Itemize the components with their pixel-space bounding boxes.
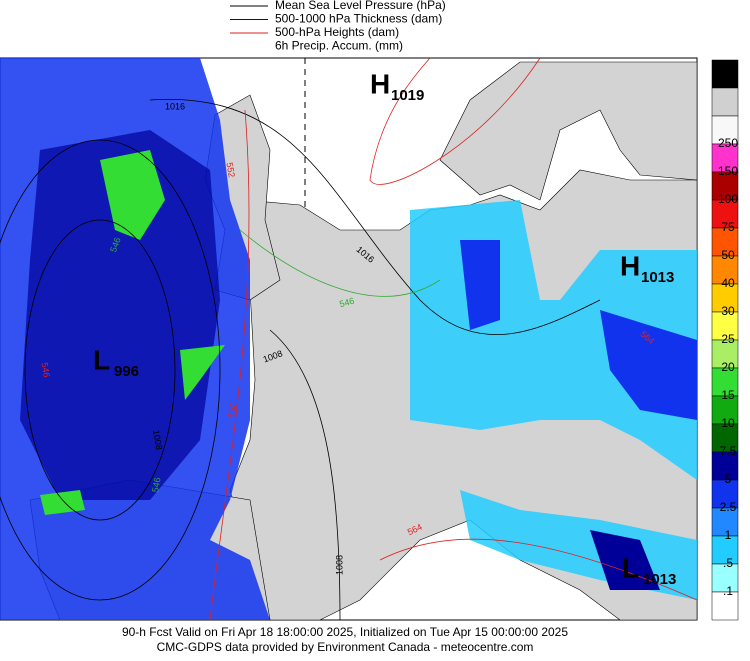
contour-label: 546	[150, 477, 162, 494]
isobar	[269, 329, 341, 621]
colorbar-cell	[711, 59, 739, 89]
colorbar-label: 20	[721, 360, 735, 374]
colorbar-cell	[711, 367, 739, 397]
colorbar-cell	[711, 563, 739, 593]
colorbar-cell	[711, 339, 739, 369]
contour-label: 1008	[151, 429, 164, 450]
contour-label: 552	[226, 402, 238, 419]
colorbar-label: 40	[721, 276, 735, 290]
colorbar-cell	[711, 255, 739, 285]
colorbar-cell	[711, 535, 739, 565]
contour-label: 1016	[165, 101, 185, 111]
colorbar-cell	[711, 479, 739, 509]
colorbar-cell	[711, 451, 739, 481]
colorbar-cell	[711, 283, 739, 313]
contour-label: 546	[338, 296, 355, 310]
height-contour	[369, 57, 541, 185]
center-value: 1019	[391, 87, 424, 104]
colorbar-label: 10	[721, 416, 735, 430]
center-letter: L	[93, 344, 110, 375]
colorbar-label: 250	[718, 136, 738, 150]
legend-label: Mean Sea Level Pressure (hPa)	[275, 0, 446, 12]
colorbar-label: 75	[721, 220, 735, 234]
map	[0, 57, 698, 621]
colorbar-label: 7.5	[720, 444, 737, 458]
colorbar-label: 150	[718, 164, 738, 178]
precip-heavy	[180, 345, 225, 400]
precip-core	[20, 130, 220, 500]
colorbar-label: .1	[723, 584, 733, 598]
colorbar-label: .5	[723, 556, 733, 570]
precip-europe-core	[460, 240, 500, 330]
center-letter: H	[620, 250, 640, 281]
contour-label: 546	[108, 236, 123, 254]
isobar	[0, 139, 221, 601]
precip-heavy	[100, 150, 165, 240]
height-contour	[379, 538, 698, 601]
contour-label: 1008	[334, 555, 344, 575]
height-contour	[209, 109, 250, 621]
colorbar-cell	[711, 311, 739, 341]
colorbar-cell	[711, 395, 739, 425]
center-letter: H	[370, 68, 390, 99]
colorbar-label: 25	[721, 332, 735, 346]
colorbar-label: 2.5	[720, 500, 737, 514]
colorbar-label: 100	[718, 192, 738, 206]
center-value: 1013	[641, 269, 674, 286]
colorbar-cell	[711, 507, 739, 537]
colorbar-cell	[711, 115, 739, 145]
isobar	[149, 98, 601, 335]
contour-label: 552	[224, 162, 236, 179]
legend-label: 6h Precip. Accum. (mm)	[275, 39, 403, 53]
precip-heavy	[40, 490, 85, 515]
center-value: 996	[114, 363, 139, 380]
colorbar-cell	[711, 87, 739, 117]
colorbar-label: 15	[721, 388, 735, 402]
center-letter: L	[622, 552, 639, 583]
legend-label: 500-1000 hPa Thickness (dam)	[275, 12, 442, 26]
precip-med-core	[590, 530, 660, 590]
thickness-contour	[239, 229, 441, 297]
scandinavia	[439, 61, 698, 201]
isobar	[24, 219, 176, 521]
colorbar-cell	[711, 171, 739, 201]
footer-line: CMC-GDPS data provided by Environment Ca…	[157, 640, 534, 654]
colorbar-label: 5	[725, 472, 732, 486]
colorbar-cell	[711, 227, 739, 257]
colorbar-cell	[711, 199, 739, 229]
center-value: 1013	[643, 571, 676, 588]
legend-label: 500-hPa Heights (dam)	[275, 25, 399, 39]
colorbar-label: 1	[725, 528, 732, 542]
footer-line: 90-h Fcst Valid on Fri Apr 18 18:00:00 2…	[122, 625, 568, 639]
contour-label: 546	[39, 362, 51, 379]
precip-alps	[600, 310, 697, 420]
colorbar-label: 50	[721, 248, 735, 262]
colorbar-cell	[711, 143, 739, 173]
colorbar-label: 30	[721, 304, 735, 318]
colorbar-cell	[711, 591, 739, 621]
